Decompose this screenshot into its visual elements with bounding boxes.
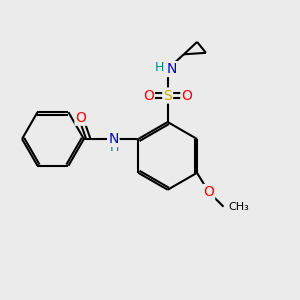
- Text: O: O: [203, 185, 214, 199]
- Text: H: H: [110, 141, 119, 154]
- Text: H: H: [155, 61, 164, 74]
- Text: O: O: [143, 88, 154, 103]
- Text: N: N: [108, 132, 119, 146]
- Text: N: N: [167, 62, 177, 76]
- Text: O: O: [182, 88, 192, 103]
- Text: S: S: [163, 88, 172, 103]
- Text: O: O: [76, 111, 86, 125]
- Text: CH₃: CH₃: [228, 202, 249, 212]
